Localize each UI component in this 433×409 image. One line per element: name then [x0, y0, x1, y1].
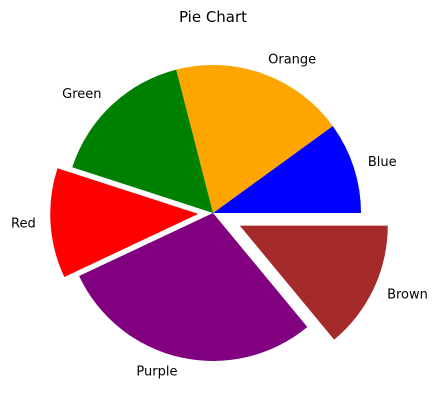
- pie-label-blue: Blue: [368, 155, 397, 170]
- pie-slice-blue: [213, 126, 361, 213]
- chart-title: Pie Chart: [179, 8, 247, 26]
- pie-slice-orange: [176, 64, 333, 213]
- pie-label-brown: Brown: [387, 287, 428, 302]
- pie-label-green: Green: [62, 87, 101, 102]
- pie-label-red: Red: [11, 217, 36, 232]
- pie-label-orange: Orange: [268, 52, 316, 67]
- pie-slices: [50, 64, 388, 362]
- pie-label-purple: Purple: [136, 364, 177, 379]
- pie-slice-purple: [79, 213, 308, 362]
- pie-slice-red: [50, 168, 199, 277]
- pie-slice-green: [72, 69, 213, 213]
- pie-slice-brown: [239, 225, 388, 340]
- pie-labels: Blue Orange Green Red Purple Brown: [11, 52, 428, 379]
